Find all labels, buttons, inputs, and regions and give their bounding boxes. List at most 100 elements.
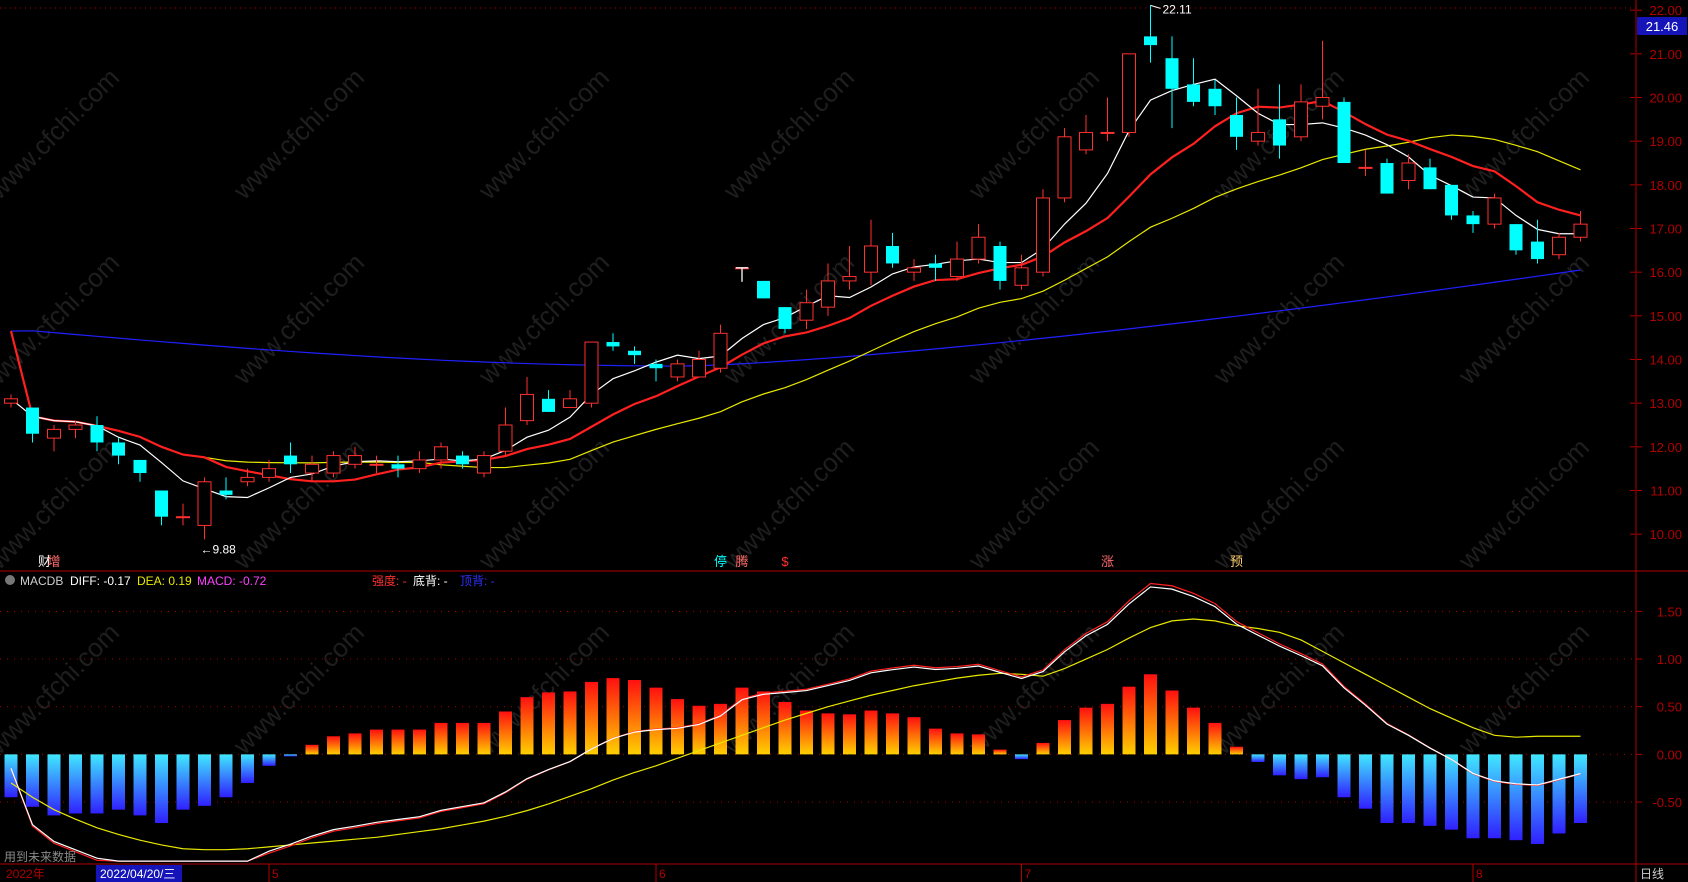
watermark-text: www.cfchi.com — [472, 62, 615, 205]
candle-body — [971, 236, 986, 260]
macd-bar — [477, 722, 491, 755]
candle-body — [1251, 131, 1265, 142]
watermark-text: www.cfchi.com — [1207, 432, 1350, 575]
candle-body — [799, 302, 814, 321]
candle-body — [155, 490, 168, 517]
diff-line — [10, 586, 1581, 862]
candle-body — [864, 245, 878, 273]
candle-body — [197, 481, 212, 526]
macd-bar — [843, 714, 856, 755]
watermark-text: www.cfchi.com — [0, 247, 125, 390]
candle-body — [68, 424, 83, 430]
candle-body — [1466, 215, 1480, 225]
macd-histogram — [4, 674, 1587, 844]
candle-body — [326, 455, 341, 474]
candle-body — [176, 516, 190, 519]
candle-body — [456, 455, 469, 465]
signal-marker: 增 — [47, 554, 60, 569]
signal-marker: 停 — [714, 554, 727, 569]
month-label: 8 — [1476, 867, 1483, 881]
macd-bar — [1251, 754, 1265, 762]
candle-body — [1144, 36, 1157, 46]
macd-bar — [69, 754, 82, 814]
macd-bar — [542, 692, 555, 755]
candle-body — [584, 341, 599, 404]
candle-body — [1531, 241, 1544, 260]
month-label: 5 — [272, 867, 279, 881]
watermark-text: www.cfchi.com — [717, 62, 860, 205]
macd-bar — [1187, 707, 1200, 755]
candle-body — [4, 398, 18, 404]
year-label: 2022年 — [6, 867, 45, 881]
macd-bar — [305, 744, 319, 755]
watermark-text: www.cfchi.com — [227, 432, 370, 575]
price-tick-label: 21.00 — [1649, 47, 1682, 62]
macd-bar — [1036, 742, 1050, 755]
legend-macd: MACD: -0.72 — [197, 574, 267, 588]
macd-bar — [219, 754, 233, 798]
macd-bar — [1015, 754, 1028, 760]
cursor-date-box — [96, 865, 182, 882]
candle-body — [1122, 53, 1136, 133]
macd-bar — [950, 733, 964, 755]
signal-marker: $ — [781, 554, 789, 569]
watermark-text: www.cfchi.com — [1207, 617, 1350, 760]
macd-bar — [1273, 754, 1286, 776]
macd-bar — [757, 691, 770, 755]
macd-bar — [671, 699, 684, 755]
candle-body — [563, 398, 577, 409]
candle-body — [1509, 224, 1523, 251]
macd-bar — [1316, 754, 1329, 778]
candle-body — [1165, 58, 1179, 89]
macd-bar — [649, 687, 663, 755]
macd-bar — [1079, 707, 1093, 755]
candle-body — [477, 455, 491, 474]
candle-body — [778, 307, 792, 329]
candle-body — [1294, 101, 1308, 138]
macd-bar — [391, 729, 405, 755]
candle-body — [1358, 166, 1373, 169]
candle-body — [886, 245, 899, 264]
macd-bar — [1359, 754, 1372, 809]
price-tick-label: 19.00 — [1649, 134, 1682, 149]
signal-marker: 预 — [1230, 554, 1243, 569]
watermark-text: www.cfchi.com — [1452, 617, 1595, 760]
candle-body — [649, 363, 663, 369]
candle-body — [1208, 88, 1222, 107]
cursor-date-label: 2022/04/20/三 — [100, 867, 175, 881]
candle-body — [284, 455, 297, 465]
candle-body — [262, 468, 276, 478]
macd-bar — [1552, 754, 1566, 834]
ma60-line — [10, 269, 1581, 367]
candle-body — [1487, 197, 1502, 225]
watermark-text: www.cfchi.com — [962, 247, 1105, 390]
year-box — [0, 865, 52, 882]
candle-body — [240, 476, 255, 483]
macd-axis: 1.50 1.00 0.50 0.00 -0.50 — [0, 604, 1682, 810]
candle-body — [112, 442, 125, 456]
candle-body — [434, 446, 448, 461]
candle-body — [305, 463, 319, 474]
macd-bar — [155, 754, 168, 824]
candle-body — [606, 342, 620, 347]
macd-tick-label: 0.00 — [1657, 747, 1682, 762]
macd-bar — [4, 754, 18, 798]
macd-tick-label: 0.50 — [1657, 700, 1682, 715]
watermark-text: www.cfchi.com — [962, 432, 1105, 575]
price-tick-label: 14.00 — [1649, 353, 1682, 368]
price-tick-label: 12.00 — [1649, 440, 1682, 455]
candle-body — [1315, 97, 1330, 107]
macd-bar — [1423, 754, 1437, 826]
macd-bar — [176, 754, 190, 810]
watermark-layer: www.cfchi.com www.cfchi.com www.cfchi.com w… — [0, 62, 1595, 760]
candle-body — [1337, 101, 1351, 164]
macd-bar — [198, 754, 211, 806]
candle-body — [391, 464, 405, 469]
ma20-line — [10, 134, 1581, 469]
candle-body — [47, 428, 61, 439]
macd-bar — [112, 754, 125, 810]
macd-bar — [1531, 754, 1544, 844]
watermark-text: www.cfchi.com — [1452, 62, 1595, 205]
